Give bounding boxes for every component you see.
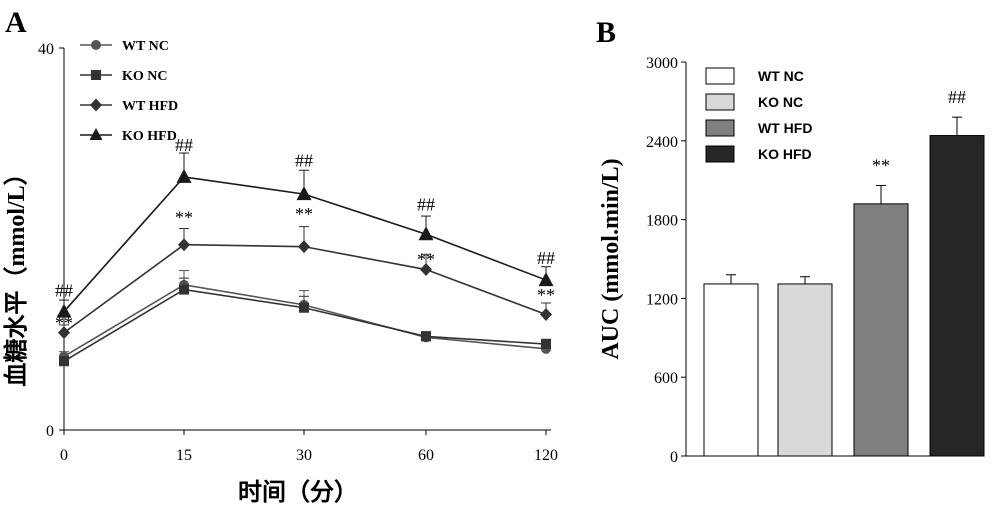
panel-b-y-tick-label: 3000 (646, 55, 678, 72)
data-point (298, 240, 310, 253)
panel-b: B 06001200180024003000 **## WT NCKO NCWT… (596, 16, 984, 466)
panel-b-y-axis-title: AUC (mmol.min/L) (598, 158, 624, 359)
panel-b-legend: WT NC KO NC WT HFD KO HFD (706, 68, 812, 162)
series-ko-hfd (57, 153, 554, 318)
panel-a-x-tick-label: 0 (60, 447, 68, 464)
significance-label: ** (872, 155, 890, 175)
significance-label: ** (417, 250, 435, 270)
legend-label: WT HFD (122, 99, 178, 114)
data-point (177, 169, 192, 183)
bar-wt-nc (704, 284, 758, 456)
legend-label: WT NC (758, 68, 804, 84)
legend-marker (91, 70, 101, 80)
significance-label: ** (175, 208, 193, 228)
legend-label: KO HFD (122, 129, 177, 144)
panel-b-y-tick-label: 1200 (646, 291, 678, 308)
legend-label: WT HFD (758, 120, 812, 136)
data-point (59, 356, 69, 366)
panel-b-y-tick-label: 1800 (646, 213, 678, 230)
panel-a-y-tick-label: 0 (46, 423, 54, 440)
series-line (64, 285, 546, 357)
panel-b-bars (704, 117, 984, 456)
panel-a-y-tick-label: 40 (38, 41, 54, 58)
data-point (179, 285, 189, 295)
series-ko-nc (59, 278, 551, 366)
bar-ko-hfd (930, 136, 984, 456)
data-point (421, 331, 431, 341)
significance-label: ## (948, 87, 966, 107)
legend-label: WT NC (122, 39, 169, 54)
panel-a-letter: A (5, 6, 27, 39)
significance-label: ** (537, 285, 555, 305)
legend-swatch (706, 68, 734, 84)
panel-a-x-ticks: 0 15 30 60 120 (60, 430, 558, 464)
panel-b-y-tick-label: 0 (670, 449, 678, 466)
significance-label: ## (295, 150, 313, 170)
bar-wt-hfd (854, 204, 908, 456)
significance-label: ** (55, 313, 73, 333)
panel-b-y-ticks: 0 600 1200 1800 2400 3000 (646, 55, 686, 466)
series-wt-nc (59, 271, 551, 362)
data-point (539, 272, 554, 286)
series-wt-hfd (58, 227, 552, 340)
legend-marker (91, 40, 101, 50)
legend-swatch (706, 94, 734, 110)
significance-label: ## (537, 248, 555, 268)
data-point (299, 303, 309, 313)
legend-swatch (706, 120, 734, 136)
data-point (540, 308, 552, 321)
panel-a-series (57, 153, 554, 366)
significance-label: ## (175, 135, 193, 155)
panel-b-y-tick-label: 2400 (646, 134, 678, 151)
data-point (178, 238, 190, 251)
panel-a-y-ticks: 0 40 (38, 41, 64, 440)
legend-marker (90, 99, 102, 112)
legend-label: KO HFD (758, 146, 812, 162)
panel-b-y-tick-label: 600 (654, 370, 678, 387)
bar-ko-nc (778, 284, 832, 456)
significance-label: ** (295, 204, 313, 224)
panel-a-x-tick-label: 30 (296, 447, 312, 464)
panel-a-x-tick-label: 15 (176, 447, 192, 464)
panel-a-y-axis-title: 血糖水平（mmol/L） (2, 161, 30, 386)
panel-a-legend: WT NC KO NC WT HFD KO HFD (80, 39, 178, 144)
legend-label: KO NC (122, 69, 168, 84)
legend-swatch (706, 146, 734, 162)
panel-a-x-tick-label: 120 (534, 447, 558, 464)
panel-a-x-tick-label: 60 (418, 447, 434, 464)
panel-b-letter: B (596, 16, 616, 49)
significance-label: ## (417, 194, 435, 214)
panel-a: A 0 40 0 15 30 60 120 ## ** ## ** ## ** ## ** ## ** WT… (2, 6, 558, 506)
series-line (64, 245, 546, 333)
panel-a-x-axis-title: 时间（分） (238, 479, 358, 506)
data-point (541, 339, 551, 349)
legend-marker (90, 128, 103, 140)
significance-label: ## (55, 280, 73, 300)
legend-label: KO NC (758, 94, 803, 110)
